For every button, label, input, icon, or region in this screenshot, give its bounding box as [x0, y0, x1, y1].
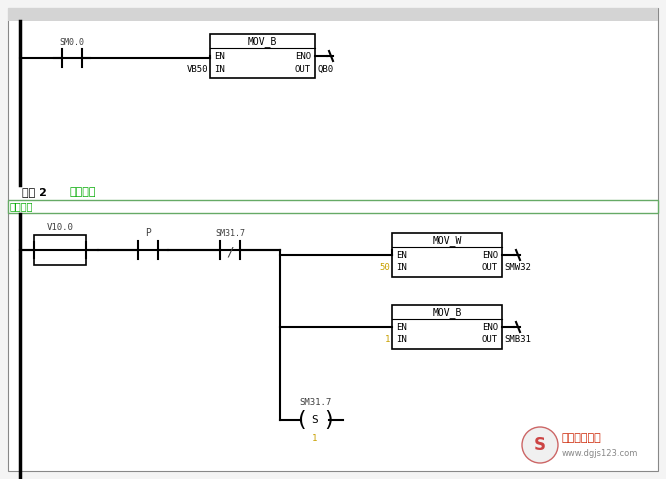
- Bar: [8, 200, 658, 213]
- Text: VB50: VB50: [186, 65, 208, 73]
- Text: 电工技术之家: 电工技术之家: [562, 433, 602, 443]
- Text: MOV_B: MOV_B: [248, 36, 277, 47]
- Text: 1: 1: [385, 335, 390, 344]
- Text: SM0.0: SM0.0: [59, 38, 85, 47]
- Text: 1: 1: [312, 434, 318, 443]
- Text: 网路注释: 网路注释: [10, 201, 33, 211]
- Text: 50: 50: [379, 263, 390, 273]
- Text: S: S: [312, 415, 318, 425]
- Text: ENO: ENO: [295, 52, 311, 60]
- Text: OUT: OUT: [295, 65, 311, 73]
- Bar: [392, 233, 502, 277]
- Text: SM31.7: SM31.7: [299, 398, 331, 407]
- Bar: [8, 200, 658, 213]
- Text: V10.0: V10.0: [47, 223, 73, 232]
- Text: S: S: [534, 436, 546, 454]
- Text: ENO: ENO: [482, 322, 498, 331]
- Text: IN: IN: [396, 335, 407, 344]
- Bar: [8, 8, 658, 21]
- Text: MOV_B: MOV_B: [432, 308, 462, 319]
- Text: SMW32: SMW32: [504, 263, 531, 273]
- Text: SM31.7: SM31.7: [215, 229, 245, 238]
- Text: P: P: [145, 228, 151, 238]
- Text: IN: IN: [396, 263, 407, 273]
- Bar: [34, 235, 86, 265]
- Text: OUT: OUT: [482, 335, 498, 344]
- Text: SMB31: SMB31: [504, 335, 531, 344]
- Text: QB0: QB0: [317, 65, 333, 73]
- Text: www.dgjs123.com: www.dgjs123.com: [562, 449, 639, 458]
- Text: 网路 2: 网路 2: [22, 187, 47, 197]
- Text: EN: EN: [214, 52, 224, 60]
- Text: IN: IN: [214, 65, 224, 73]
- Text: 网路标题: 网路标题: [70, 187, 97, 197]
- Circle shape: [522, 427, 558, 463]
- Bar: [210, 34, 315, 78]
- Text: EN: EN: [396, 251, 407, 260]
- Text: ENO: ENO: [482, 251, 498, 260]
- Text: MOV_W: MOV_W: [432, 236, 462, 247]
- Text: OUT: OUT: [482, 263, 498, 273]
- Bar: [392, 305, 502, 349]
- Text: /: /: [226, 246, 234, 259]
- Text: (: (: [296, 410, 305, 430]
- Text: EN: EN: [396, 322, 407, 331]
- Text: ): ): [325, 410, 333, 430]
